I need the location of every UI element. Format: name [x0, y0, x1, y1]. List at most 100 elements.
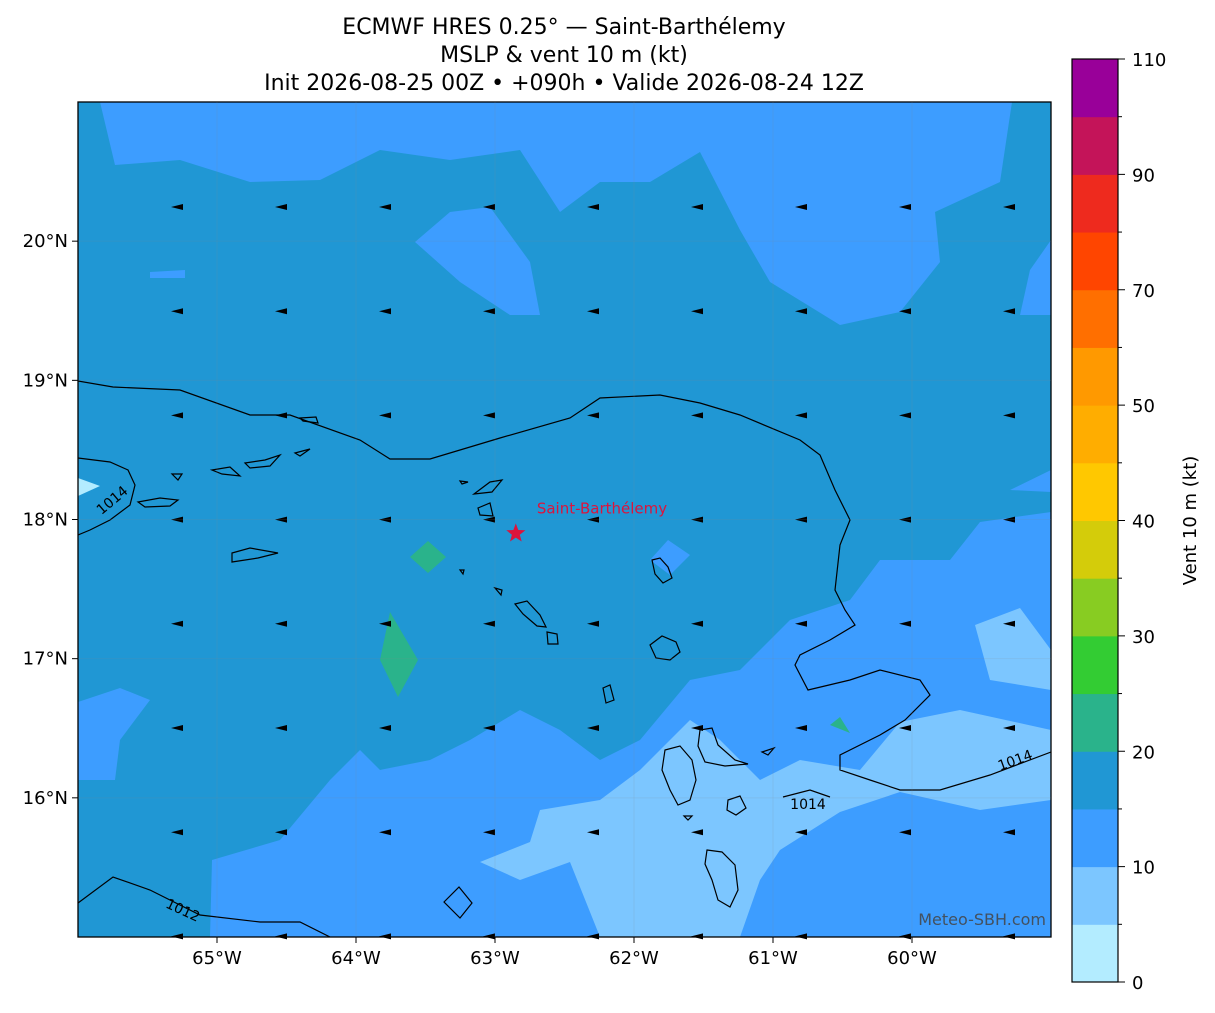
x-tick-label: 60°W [887, 948, 937, 969]
colorbar-band [1072, 347, 1118, 406]
y-tick-label: 19°N [23, 370, 68, 391]
wind-arrow [1003, 620, 1015, 627]
wind-arrow [1003, 516, 1015, 523]
y-tick-label: 17°N [23, 649, 68, 670]
wind-arrow [483, 204, 495, 210]
coastline [704, 849, 739, 908]
wind-arrow [1003, 204, 1015, 210]
wind-arrow [587, 412, 599, 419]
isobar [78, 380, 1051, 791]
colorbar-band [1072, 59, 1118, 118]
coastline [298, 416, 319, 424]
wind-arrow [587, 308, 599, 315]
wind-arrow [171, 308, 183, 315]
title-line: Init 2026-08-25 00Z • +090h • Valide 202… [264, 71, 864, 96]
wind-arrow [379, 204, 391, 210]
x-tick-label: 65°W [192, 948, 242, 969]
colorbar-tick-label: 50 [1132, 396, 1155, 417]
wind-arrow [483, 308, 495, 315]
wind-arrow [275, 620, 287, 627]
coastline [649, 635, 681, 661]
wind-field [150, 270, 185, 278]
coastline [458, 569, 559, 645]
wind-arrow [1003, 829, 1015, 836]
coastline [443, 886, 473, 919]
coastline [682, 746, 776, 821]
coastline [458, 479, 504, 517]
y-tick-label: 18°N [23, 510, 68, 531]
coastline [231, 547, 279, 563]
wind-arrow [483, 725, 495, 731]
wind-arrow [275, 204, 287, 210]
coastline [78, 457, 136, 536]
wind-field [100, 102, 1012, 325]
wind-arrow [1003, 412, 1015, 419]
location-marker [506, 523, 526, 542]
x-tick-label: 61°W [748, 948, 798, 969]
contour-label: 1014 [790, 797, 826, 813]
isobar [78, 876, 331, 937]
wind-arrow [275, 725, 287, 731]
wind-arrow [691, 204, 703, 210]
wind-arrow [795, 412, 807, 419]
wind-arrow [691, 308, 703, 315]
wind-arrow [691, 620, 703, 627]
wind-field [410, 541, 446, 573]
colorbar-band [1072, 693, 1118, 752]
wind-arrow [171, 412, 183, 419]
wind-arrow [171, 204, 183, 210]
isobar [782, 789, 831, 798]
x-tick-label: 62°W [609, 948, 659, 969]
colorbar-band [1072, 289, 1118, 348]
wind-arrow [379, 412, 391, 419]
colorbar-band [1072, 232, 1118, 291]
wind-arrow [275, 829, 287, 836]
wind-arrow [899, 412, 911, 419]
colorbar-tick-label: 10 [1132, 858, 1155, 879]
wind-arrow [379, 516, 391, 523]
colorbar-tick-label: 90 [1132, 165, 1155, 186]
colorbar-band [1072, 520, 1118, 579]
coastline [661, 727, 749, 806]
map-field [78, 102, 1051, 937]
coastline [136, 497, 180, 508]
wind-arrow [691, 725, 703, 731]
wind-arrow [275, 412, 287, 419]
coastline [651, 557, 673, 584]
wind-arrow [899, 620, 911, 627]
colorbar-band [1072, 751, 1118, 810]
colorbar-band [1072, 462, 1118, 521]
wind-field [975, 608, 1051, 690]
wind-arrow [795, 829, 807, 836]
colorbar-band [1072, 174, 1118, 233]
wind-arrow [691, 412, 703, 419]
colorbar-tick-label: 20 [1132, 742, 1155, 763]
credit: Meteo-SBH.com [918, 910, 1046, 929]
wind-arrow [483, 412, 495, 419]
colorbar-tick-label: 30 [1132, 627, 1155, 648]
y-tick-label: 20°N [23, 231, 68, 252]
wind-arrow [275, 516, 287, 523]
colorbar-band [1072, 866, 1118, 925]
wind-arrow [587, 725, 599, 731]
wind-arrow [587, 829, 599, 836]
wind-arrow [171, 620, 183, 627]
wind-arrow [899, 204, 911, 210]
wind-arrow [171, 829, 183, 836]
colorbar-band [1072, 578, 1118, 637]
colorbar-tick-label: 0 [1132, 973, 1143, 994]
colorbar-band [1072, 808, 1118, 868]
wind-arrow [1003, 308, 1015, 315]
wind-arrow [275, 308, 287, 315]
wind-arrow [899, 829, 911, 836]
wind-field [78, 478, 100, 496]
x-tick-label: 64°W [331, 948, 381, 969]
wind-arrow [483, 516, 495, 523]
wind-arrow [587, 516, 599, 523]
wind-arrow [899, 308, 911, 315]
wind-arrow [379, 620, 391, 627]
wind-arrow [379, 829, 391, 836]
wind-field [380, 612, 418, 697]
wind-arrow [483, 829, 495, 836]
y-tick-label: 16°N [23, 788, 68, 809]
